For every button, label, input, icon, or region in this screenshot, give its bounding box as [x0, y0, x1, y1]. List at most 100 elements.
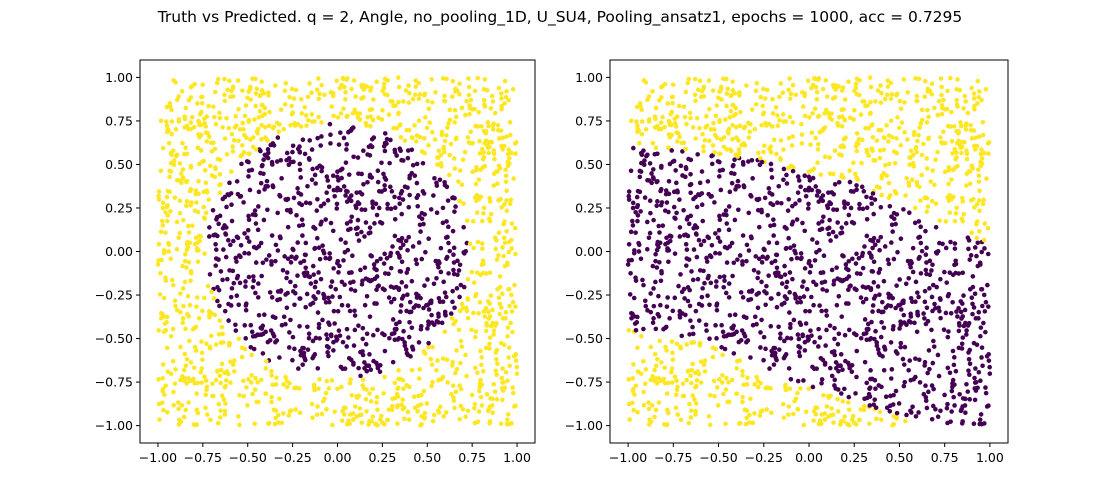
data-point [294, 212, 299, 218]
data-point [480, 241, 485, 246]
data-point [878, 234, 884, 240]
data-point [305, 94, 311, 100]
data-point [339, 418, 345, 423]
data-point [647, 198, 653, 204]
data-point [924, 260, 929, 265]
data-point [898, 340, 904, 346]
data-point [446, 172, 452, 178]
data-point [290, 143, 296, 149]
data-point [637, 140, 642, 146]
data-point [788, 325, 793, 331]
data-point [820, 86, 826, 92]
data-point [871, 280, 877, 285]
data-point [854, 148, 860, 154]
data-point [670, 357, 676, 363]
data-point [508, 237, 514, 243]
data-point [708, 280, 714, 286]
data-point [650, 320, 656, 326]
data-point [335, 258, 341, 264]
data-point [337, 294, 343, 300]
data-point [223, 401, 228, 406]
data-point [698, 242, 704, 248]
data-point [209, 289, 214, 295]
data-point [774, 304, 780, 310]
data-point [513, 403, 518, 409]
data-point [981, 150, 987, 156]
data-point [753, 254, 759, 259]
data-point [908, 377, 914, 383]
data-point [316, 245, 322, 251]
data-point [723, 290, 729, 296]
data-point [639, 334, 644, 339]
x-tick-label: 0.75 [458, 450, 486, 465]
data-point [769, 260, 775, 265]
data-point [164, 194, 170, 200]
data-point [293, 256, 298, 261]
data-point [758, 409, 764, 414]
data-point [742, 334, 748, 339]
data-point [659, 360, 664, 365]
data-point [939, 111, 945, 117]
x-tick-label: 0.00 [324, 450, 352, 465]
data-point [831, 191, 837, 197]
data-point [284, 270, 290, 275]
data-point [426, 340, 431, 346]
data-point [914, 98, 920, 104]
data-point [474, 198, 479, 204]
data-point [752, 382, 757, 387]
data-point [467, 141, 473, 146]
data-point [403, 347, 409, 352]
data-point [922, 78, 928, 84]
data-point [197, 161, 202, 167]
data-point [935, 414, 941, 419]
data-point [807, 270, 813, 275]
data-point [842, 414, 847, 419]
data-point [220, 331, 225, 337]
data-point [409, 367, 415, 373]
data-point [704, 114, 709, 119]
data-point [673, 216, 678, 221]
data-point [457, 198, 463, 204]
data-point [487, 335, 493, 340]
data-point [176, 119, 182, 124]
data-point [838, 422, 843, 427]
data-point [298, 96, 304, 102]
data-point [513, 251, 518, 257]
data-point [406, 100, 412, 105]
data-point [216, 332, 222, 337]
data-point [740, 262, 745, 267]
data-point [948, 75, 953, 81]
data-point [924, 271, 929, 277]
data-point [650, 167, 656, 172]
data-point [799, 132, 805, 137]
data-point [675, 412, 681, 417]
data-point [902, 379, 908, 385]
data-point [871, 259, 877, 265]
data-point [239, 161, 244, 167]
data-point [222, 194, 228, 200]
data-point [758, 155, 763, 161]
data-point [818, 270, 824, 276]
data-point [660, 114, 665, 120]
data-point [447, 107, 453, 113]
data-point [746, 210, 752, 216]
data-point [980, 201, 986, 207]
data-point [876, 350, 882, 356]
data-point [862, 396, 867, 402]
data-point [985, 251, 991, 257]
data-point [705, 179, 711, 184]
y-tick-label: −0.25 [95, 288, 133, 303]
data-point [986, 151, 991, 156]
data-point [374, 400, 379, 405]
data-point [787, 386, 793, 392]
data-point [406, 204, 412, 210]
data-point [435, 408, 441, 414]
data-point [795, 390, 800, 396]
data-point [462, 149, 468, 155]
data-point [656, 223, 662, 229]
data-point [246, 377, 251, 382]
data-point [905, 137, 910, 142]
data-point [310, 415, 315, 420]
data-point [913, 374, 918, 380]
data-point [857, 201, 862, 207]
